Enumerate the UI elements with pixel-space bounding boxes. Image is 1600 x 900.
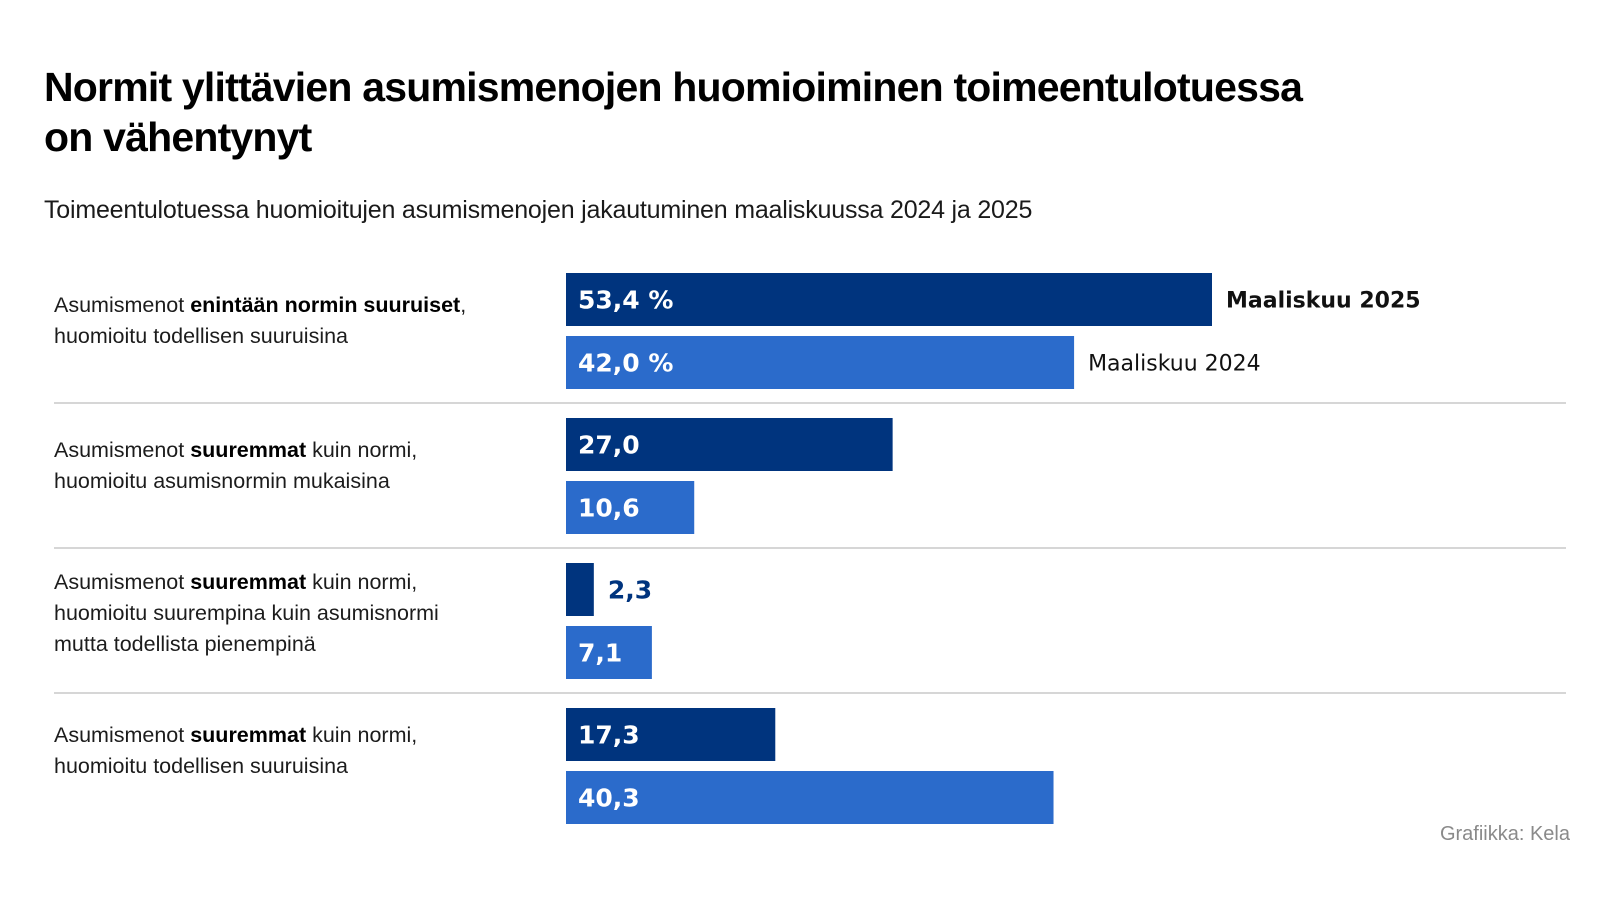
bar-2024-cat-2	[566, 481, 695, 534]
chart-subtitle: Toimeentulotuessa huomioitujen asumismen…	[44, 196, 1033, 224]
data-label-2025-cat-4: 17,3	[578, 721, 640, 750]
category-label-1: Asumismenot enintään normin suuruiset, hu…	[54, 290, 524, 352]
data-label-2024-cat-2: 10,6	[578, 494, 640, 523]
data-label-2025-cat-2: 27,0	[578, 431, 640, 460]
chart-title-line-2: on vähentynyt	[44, 114, 312, 160]
bar-2024-cat-3	[566, 626, 652, 679]
chart-title: Normit ylittävien asumismenojen huomioim…	[44, 62, 1444, 162]
legend-label-2025: Maaliskuu 2025	[1226, 289, 1421, 314]
category-label-line: huomioitu todellisen suuruisina	[54, 324, 349, 348]
bar-2025-cat-4	[566, 708, 776, 761]
category-label-first-line: Asumismenot suuremmat kuin normi,	[54, 438, 418, 462]
category-label-line: huomioitu asumisnormin mukaisina	[54, 469, 390, 493]
data-label-2025-cat-3: 2,3	[608, 576, 652, 605]
category-label-3: Asumismenot suuremmat kuin normi, huomioi…	[54, 567, 524, 660]
bar-2024-cat-4	[566, 771, 1054, 824]
data-label-2024-cat-4: 40,3	[578, 784, 640, 813]
bar-2025-cat-2	[566, 418, 893, 471]
data-label-2025-cat-1: 53,4 %	[578, 286, 673, 315]
category-label-line: huomioitu suurempina kuin asumisnormi	[54, 601, 439, 625]
credit-text: Grafiikka: Kela	[1439, 823, 1570, 845]
category-label-first-line: Asumismenot enintään normin suuruiset,	[54, 293, 467, 317]
bar-2025-cat-1	[566, 273, 1212, 326]
data-label-2024-cat-1: 42,0 %	[578, 349, 673, 378]
bar-2025-cat-3	[566, 563, 594, 616]
bar-2024-cat-1	[566, 336, 1075, 389]
category-label-first-line: Asumismenot suuremmat kuin normi,	[54, 723, 418, 747]
legend-label-2024: Maaliskuu 2024	[1088, 352, 1261, 377]
chart-title-line-1: Normit ylittävien asumismenojen huomioim…	[44, 64, 1303, 110]
category-label-2: Asumismenot suuremmat kuin normi, huomioi…	[54, 435, 524, 497]
category-label-line: mutta todellista pienempinä	[54, 632, 316, 656]
category-label-4: Asumismenot suuremmat kuin normi, huomioi…	[54, 720, 524, 782]
category-label-line: huomioitu todellisen suuruisina	[54, 754, 349, 778]
data-label-2024-cat-3: 7,1	[578, 639, 622, 668]
category-label-first-line: Asumismenot suuremmat kuin normi,	[54, 570, 418, 594]
